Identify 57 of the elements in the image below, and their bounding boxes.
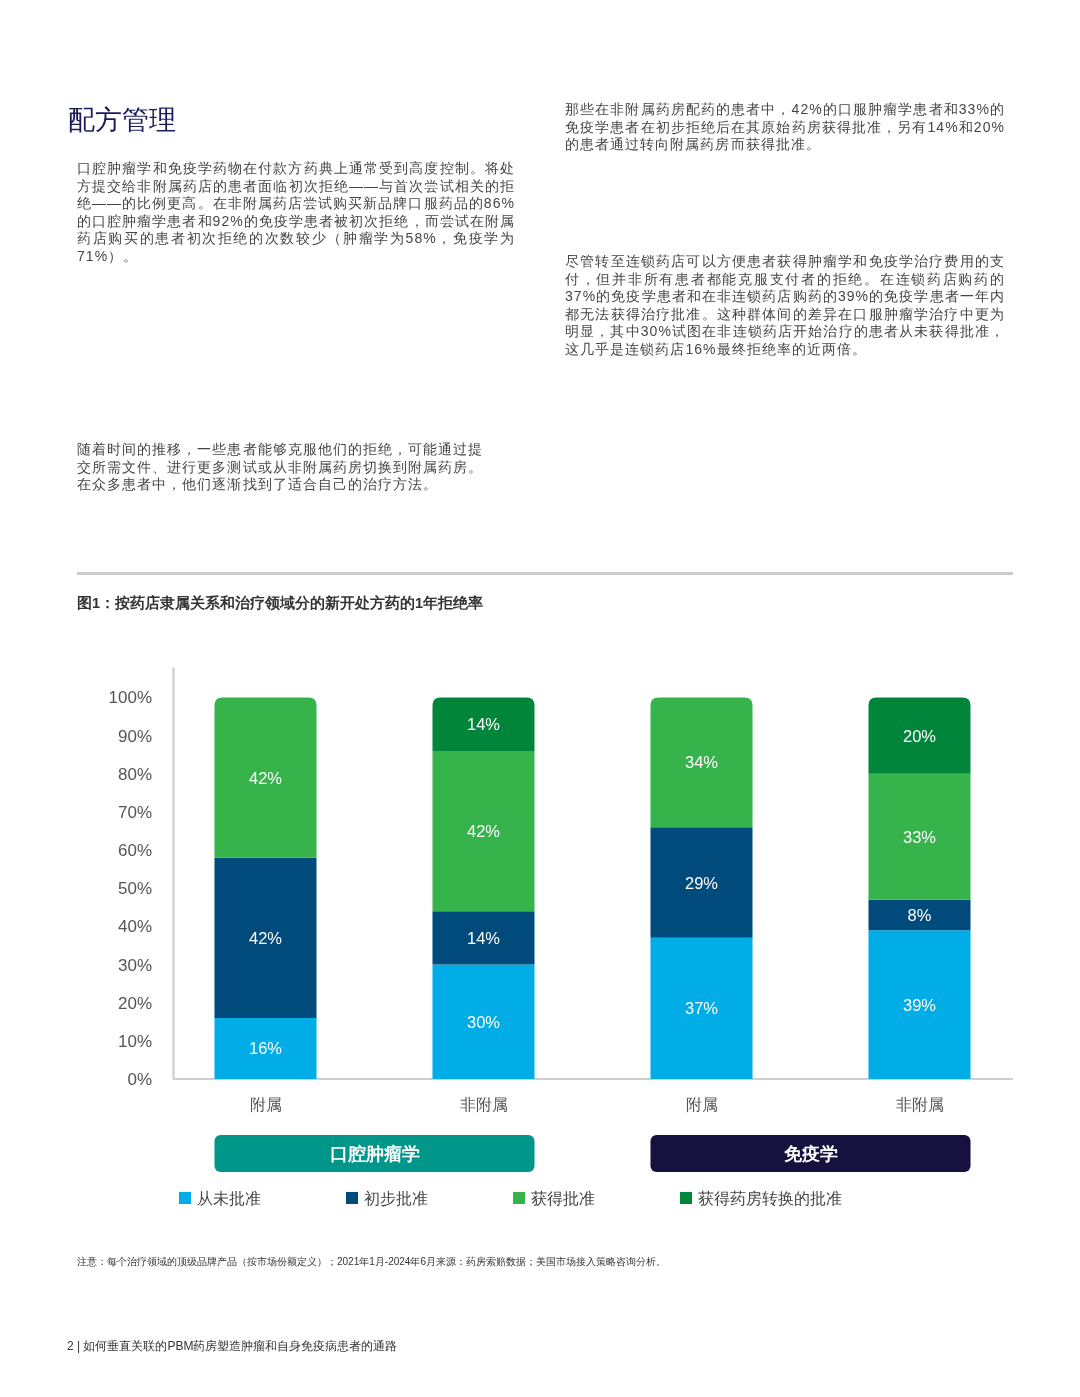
text: 口腔肿瘤学 xyxy=(329,1143,420,1164)
text: 配方管理 xyxy=(68,104,177,137)
x-tick-label: 非附属 xyxy=(895,1096,944,1114)
y-tick-label: 70% xyxy=(117,802,152,822)
y-tick-label: 100% xyxy=(108,688,152,708)
bar xyxy=(868,697,971,774)
legend-label: 获得批准 xyxy=(531,1189,595,1207)
text: 尽管转至连锁药店可以方便患者获得肿瘤学和免疫学治疗费用的支付，但并非所有患者都能克服支付者的拒绝。在连锁药店购药的37%的免疫学患者和在非连锁药店购药的39%的免疫学患者一年内都无法获得治疗批准。这种群体间的差异在口服肿瘤学治疗中更为明显，其中30%试图在非连锁药店开始治疗的患者从未获得批准，这几乎是连锁药店16%最终拒绝率的近两倍。 xyxy=(565,253,1005,359)
y-tick-label: 50% xyxy=(117,879,152,899)
data-label: 39% xyxy=(902,995,937,1014)
bar xyxy=(214,857,317,1018)
text: 口腔肿瘤学和免疫学药物在付款方药典上通常受到高度控制。将处方提交给非附属药店的患者面临初次拒绝——与首次尝试相关的拒绝——的比例更高。在非附属药店尝试购买新品牌口服药品的86%的口腔肿瘤学患者和92%的免疫学患者被初次拒绝，而尝试在附属药店购买的患者初次拒绝的次数较少（肿瘤学为58%，免疫学为71%）。 xyxy=(77,160,515,266)
data-label: 14% xyxy=(466,928,501,947)
text: 注意：每个治疗领域的顶级品牌产品（按市场份额定义）；2021年1月-2024年6月来源：药房索赔数据；美国市场接入策略咨询分析。 xyxy=(77,1255,667,1268)
bar xyxy=(214,1017,317,1079)
x-tick-label: 非附属 xyxy=(459,1096,508,1114)
bar xyxy=(650,937,753,1079)
bar xyxy=(432,911,535,965)
y-tick-label: 40% xyxy=(117,917,152,937)
text: 那些在非附属药房配药的患者中，42%的口服肿瘤学患者和33%的免疫学患者在初步拒绝后在其原始药房获得批准，另有14%和20%的患者通过转向附属药房而获得批准。 xyxy=(565,101,1005,154)
data-label: 14% xyxy=(466,715,501,734)
data-label: 34% xyxy=(684,753,719,772)
text: 随着时间的推移，一些患者能够克服他们的拒绝，可能通过提交所需文件、进行更多测试或从非附属药房切换到附属药房。在众多患者中，他们逐渐找到了适合自己的治疗方法。 xyxy=(77,441,485,494)
data-label: 16% xyxy=(248,1039,283,1058)
bar xyxy=(868,930,971,1079)
bar xyxy=(432,750,535,912)
chart-title: 图1：按药店隶属关系和治疗领域分的新开处方药的1年拒绝率 xyxy=(77,594,484,611)
y-tick-label: 10% xyxy=(117,1031,152,1051)
text: 免疫学 xyxy=(782,1143,838,1164)
x-tick-label: 附属 xyxy=(249,1096,282,1114)
data-label: 33% xyxy=(902,827,937,846)
legend-label: 获得药房转换的批准 xyxy=(698,1189,842,1207)
data-label: 37% xyxy=(684,999,719,1018)
y-tick-label: 90% xyxy=(117,726,152,746)
y-tick-label: 0% xyxy=(127,1069,152,1089)
bar xyxy=(868,773,971,900)
data-label: 42% xyxy=(466,822,501,841)
bar xyxy=(650,827,753,938)
data-label: 42% xyxy=(248,928,283,947)
data-label: 20% xyxy=(902,726,937,745)
x-tick-label: 附属 xyxy=(685,1096,718,1114)
bar xyxy=(214,697,317,858)
text: 2 | 如何垂直关联的PBM药房塑造肿瘤和自身免疫病患者的通路 xyxy=(67,1338,399,1354)
data-label: 30% xyxy=(466,1012,501,1031)
bar xyxy=(650,697,753,828)
y-tick-label: 80% xyxy=(117,764,152,784)
bar xyxy=(432,964,535,1079)
data-label: 8% xyxy=(907,905,932,924)
data-label: 42% xyxy=(248,768,283,787)
y-tick-label: 60% xyxy=(117,841,152,861)
legend-label: 从未批准 xyxy=(197,1189,261,1207)
data-label: 29% xyxy=(684,873,719,892)
bar xyxy=(868,899,971,931)
legend-label: 初步批准 xyxy=(364,1189,428,1207)
bar xyxy=(432,697,535,751)
y-tick-label: 30% xyxy=(117,955,152,975)
y-tick-label: 20% xyxy=(117,993,152,1013)
